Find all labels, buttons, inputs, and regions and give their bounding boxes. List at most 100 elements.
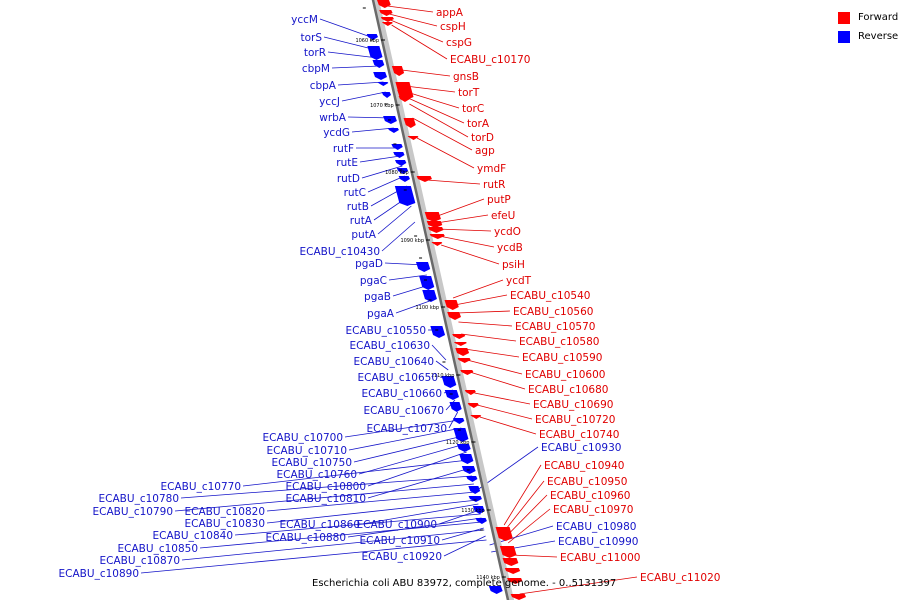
legend-forward: Forward: [838, 8, 898, 27]
leader-line: [323, 36, 377, 51]
gene-features: [362, 0, 526, 600]
gene-block-rutb: [398, 176, 410, 182]
gene-block-rutf: [391, 144, 403, 150]
leader-line: [434, 198, 485, 218]
gene-label-ycdg: ycdG: [323, 127, 350, 139]
gene-label-rutf: rutF: [333, 143, 354, 155]
gene-label-yccj: yccJ: [319, 96, 340, 108]
gene-label-wrba: wrbA: [319, 112, 347, 124]
gene-block-agp: [407, 136, 419, 140]
leader-line: [361, 165, 403, 179]
gene-label-tors: torS: [300, 32, 322, 44]
gene-label-csph: cspH: [440, 21, 466, 33]
gene-block-ecabu-c10640: [453, 428, 469, 442]
leader-line: [461, 333, 517, 342]
gene-block-ecabu-c10680: [467, 403, 479, 408]
leader-line: [474, 392, 531, 405]
gene-label-rutc: rutC: [344, 187, 366, 199]
gene-label-ecabu-c10900: ECABU_c10900: [357, 519, 437, 531]
gene-label-pgab: pgaB: [364, 291, 391, 303]
gene-block-cspg: [380, 17, 394, 22]
gene-label-ecabu-c10630: ECABU_c10630: [350, 340, 430, 352]
gene-label-ecabu-c10540: ECABU_c10540: [510, 290, 590, 302]
gene-label-putp: putP: [487, 194, 511, 206]
gene-label-ecabu-c10600: ECABU_c10600: [525, 369, 605, 381]
leader-line: [406, 91, 460, 109]
gene-label-ecabu-c10550: ECABU_c10550: [346, 325, 426, 337]
leader-line: [437, 228, 492, 232]
kbp-marker-label: 1130 kbp: [461, 508, 485, 514]
leader-line: [435, 360, 449, 371]
gene-label-torc: torC: [462, 103, 484, 115]
leader-line: [367, 467, 471, 499]
gene-block-putp: [426, 221, 443, 228]
gene-block-pgad: [422, 290, 437, 302]
kbp-marker-label: 1090 kbp: [400, 238, 424, 244]
gene-label-ecabu-c10650: ECABU_c10650: [358, 372, 438, 384]
leader-line: [456, 310, 511, 314]
leader-line: [242, 459, 469, 487]
leader-line: [469, 371, 526, 390]
leader-line: [405, 85, 456, 93]
gene-block-ecabu-c10940: [502, 558, 519, 566]
gene-block-csph: [379, 10, 393, 16]
gene-block-rutd: [395, 160, 407, 166]
gene-block-tora: [398, 96, 410, 102]
gene-label-ecabu-c10770: ECABU_c10770: [161, 481, 241, 493]
gene-label-ecabu-c10910: ECABU_c10910: [360, 535, 440, 547]
gene-block-ecabu-c10690: [470, 415, 482, 419]
leader-line: [348, 427, 462, 451]
gene-label-ecabu-c10170: ECABU_c10170: [450, 54, 530, 66]
gene-block-ycdo: [429, 234, 445, 239]
gene-block-ecabu-c10960: [507, 578, 523, 584]
gene-label-ecabu-c10560: ECABU_c10560: [513, 306, 593, 318]
gene-label-ecabu-c10850: ECABU_c10850: [118, 543, 198, 555]
gene-label-tord: torD: [471, 132, 494, 144]
leader-line: [464, 348, 520, 358]
kbp-marker-label: 1140 kbp: [476, 575, 500, 581]
gene-label-appa: appA: [436, 7, 464, 19]
gene-label-agp: agp: [475, 145, 495, 157]
leader-line: [458, 321, 513, 327]
gene-label-ycdb: ycdB: [497, 242, 523, 254]
gene-label-rutd: rutD: [337, 173, 360, 185]
leader-line: [387, 5, 434, 13]
gene-block-ecabu-c10740: [499, 546, 517, 558]
gene-block-appa: [377, 0, 391, 8]
gene-label-ecabu-c10990: ECABU_c10990: [558, 536, 638, 548]
gene-block-ecabu-c10750: [472, 506, 485, 514]
gene-block-ecabu-c10430: [419, 276, 435, 290]
gene-label-efeu: efeU: [491, 210, 515, 222]
gene-label-ecabu-c10880: ECABU_c10880: [266, 532, 346, 544]
gene-block-yccj: [381, 92, 392, 98]
gene-label-ecabu-c10780: ECABU_c10780: [99, 493, 179, 505]
gene-label-ecabu-c10690: ECABU_c10690: [533, 399, 613, 411]
leader-line: [510, 554, 558, 558]
gene-label-ecabu-c10980: ECABU_c10980: [556, 521, 636, 533]
legend-forward-label: Forward: [858, 12, 899, 23]
gene-block-ecabu-c10570: [455, 348, 470, 356]
gene-block-ycdb: [431, 242, 443, 246]
gene-block-cbpa: [377, 82, 389, 86]
gene-block-ecabu-c10580: [457, 358, 471, 363]
leader-line: [347, 517, 482, 538]
leader-line: [367, 451, 467, 487]
leader-line: [331, 65, 380, 69]
leader-line: [367, 175, 405, 193]
leader-line: [401, 69, 451, 77]
gene-block-cbpm: [373, 72, 387, 80]
gene-label-ecabu-c10700: ECABU_c10700: [263, 432, 343, 444]
gene-label-ecabu-c10870: ECABU_c10870: [100, 555, 180, 567]
gene-label-ecabu-c10760: ECABU_c10760: [277, 469, 357, 481]
leader-line: [454, 294, 508, 306]
leader-line: [181, 529, 485, 561]
leader-line: [443, 535, 486, 557]
legend-reverse: Reverse: [838, 27, 898, 46]
gene-label-ecabu-c10970: ECABU_c10970: [553, 504, 633, 516]
genome-caption: Escherichia coli ABU 83972, complete gen…: [312, 578, 617, 589]
leader-line: [519, 576, 638, 595]
gene-label-rutr: rutR: [483, 179, 505, 191]
gene-label-ruta: rutA: [350, 215, 373, 227]
gene-label-ecabu-c11000: ECABU_c11000: [560, 552, 640, 564]
gene-block-tors: [367, 46, 383, 60]
